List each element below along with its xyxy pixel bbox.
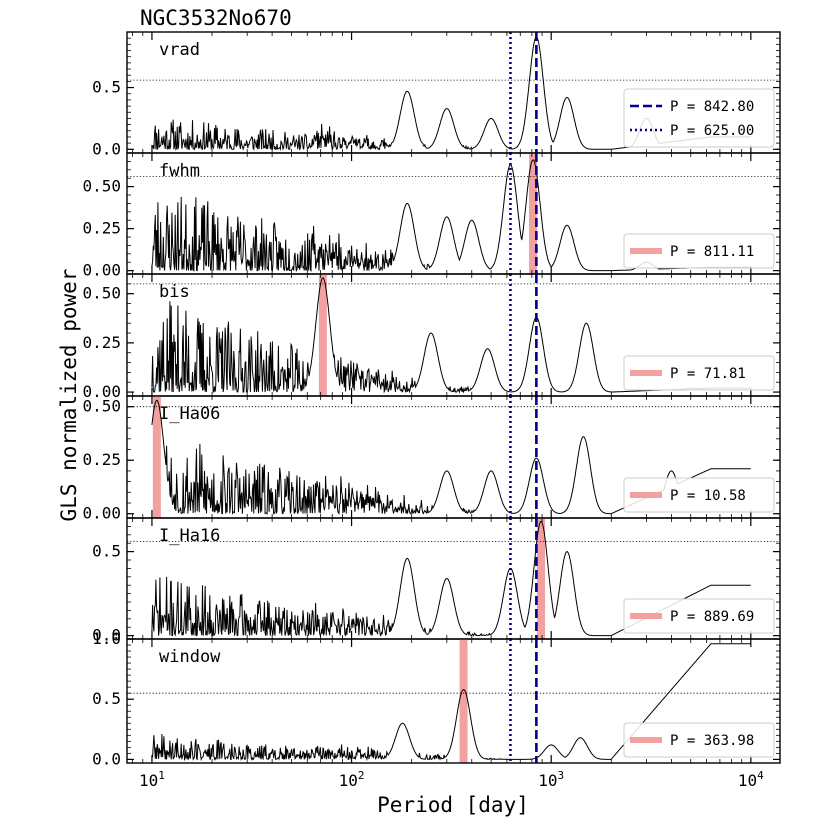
highlight-band (529, 153, 538, 274)
legend-box (623, 355, 775, 391)
legend-text: P = 71.81 (670, 366, 746, 382)
panel-label: window (159, 647, 221, 667)
y-tick-label: 0.50 (82, 284, 121, 303)
y-tick-label: 0.0 (92, 626, 121, 645)
y-tick-label: 0.00 (82, 382, 121, 401)
y-tick-label: 0.0 (92, 749, 121, 768)
panel-label: I_Ha06 (159, 404, 220, 424)
panel-label: I_Ha16 (159, 526, 220, 546)
figure-title: NGC3532No670 (140, 6, 292, 30)
panel-bis: 0.00 0.25 0.50 bis P = 71.81 (82, 273, 781, 401)
y-tick-label: 0.25 (82, 333, 121, 352)
legend-text: P = 811.11 (670, 244, 754, 260)
highlight-band (537, 518, 546, 639)
y-axis-label: GLS normalized power (57, 269, 81, 522)
legend-text: P = 889.69 (670, 609, 754, 625)
legend-box (623, 88, 775, 148)
panel-i-ha06: 0.00 0.25 0.50 I_Ha06 P = 10.58 (82, 395, 781, 523)
x-tick-label: 104 (738, 769, 764, 790)
panel-i-ha16: 0.0 0.5 I_Ha16 P = 889.69 (92, 517, 781, 645)
y-tick-label: 0.50 (82, 397, 121, 416)
y-tick-label: 0.25 (82, 450, 121, 469)
legend-box (623, 598, 775, 634)
y-tick-label: 0.50 (82, 177, 121, 196)
y-tick-label: 0.00 (82, 504, 121, 523)
periodogram-line (151, 643, 751, 762)
legend-text: P = 625.00 (670, 123, 754, 139)
panel-window: 0.0 0.5 1.0 window P = 363.98 (92, 629, 781, 768)
y-tick-label: 0.5 (92, 689, 121, 708)
panel-fwhm: 0.00 0.25 0.50 fwhm P = 811.11 (82, 152, 781, 280)
panel-label: vrad (159, 40, 200, 60)
panel-label: fwhm (159, 161, 200, 181)
panel-frame (126, 638, 781, 764)
x-tick-label: 102 (339, 769, 365, 790)
legend-box (623, 477, 775, 513)
x-tick-label: 103 (538, 769, 564, 790)
highlight-band (318, 274, 327, 396)
legend-text: P = 842.80 (670, 99, 754, 115)
x-axis-label: Period [day] (377, 793, 529, 817)
y-tick-label: 0.00 (82, 261, 121, 280)
highlight-band (459, 639, 468, 763)
panel-vrad: 0.0 0.5 vrad P = 842.80 P = 625.00 (92, 31, 781, 158)
legend-box (623, 722, 775, 758)
legend-box (623, 233, 775, 269)
y-tick-label: 1.0 (92, 629, 121, 648)
panel-label: bis (159, 282, 190, 302)
y-tick-label: 0.5 (92, 542, 121, 561)
y-tick-label: 0.0 (92, 139, 121, 158)
legend-text: P = 363.98 (670, 733, 754, 749)
legend-text: P = 10.58 (670, 488, 746, 504)
y-tick-label: 0.5 (92, 78, 121, 97)
highlight-band (152, 396, 161, 518)
x-tick-label: 101 (139, 769, 165, 790)
y-tick-label: 0.25 (82, 219, 121, 238)
